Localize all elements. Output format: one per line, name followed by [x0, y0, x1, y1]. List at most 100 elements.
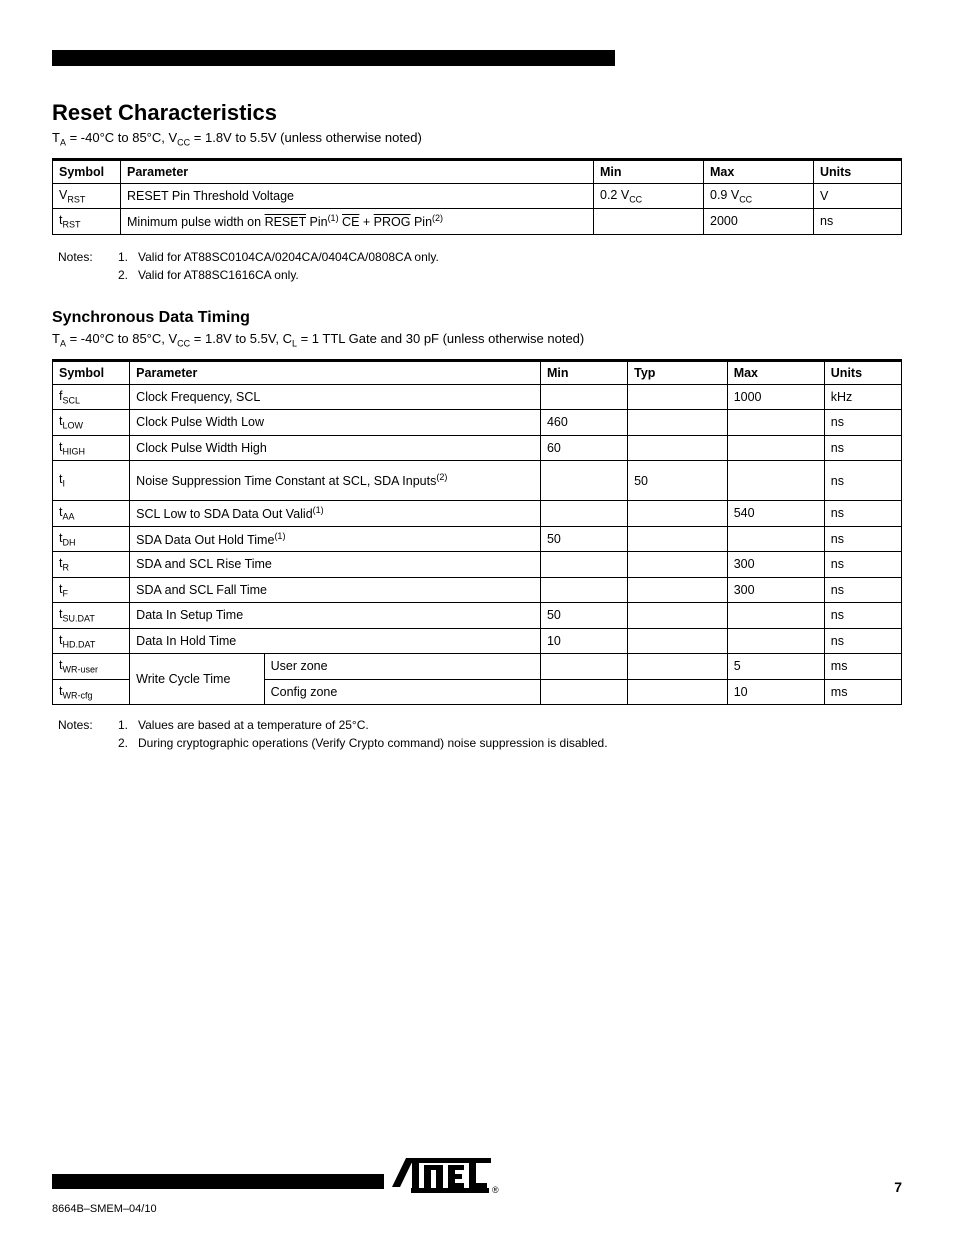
cell-min: [540, 384, 627, 410]
cell-unit: ns: [824, 461, 901, 501]
section-title: Reset Characteristics: [52, 100, 902, 126]
col-units: Units: [824, 360, 901, 384]
note-text: During cryptographic operations (Verify …: [138, 735, 902, 751]
table-header-row: Symbol Parameter Min Max Units: [53, 159, 902, 183]
cell-max: 0.9 VCC: [704, 183, 814, 209]
table2-notes: Notes:1.Values are based at a temperatur…: [52, 717, 902, 751]
col-symbol: Symbol: [53, 159, 121, 183]
cell-max: 1000: [727, 384, 824, 410]
cell-symbol: tWR-cfg: [53, 679, 130, 705]
table1-conditions: TA = -40°C to 85°C, VCC = 1.8V to 5.5V (…: [52, 130, 902, 148]
cell-max: 300: [727, 577, 824, 603]
cell-parameter: Minimum pulse width on RESET Pin(1) CE +…: [121, 209, 594, 235]
cell-parameter: Clock Pulse Width High: [130, 435, 541, 461]
cell-min: 460: [540, 410, 627, 436]
cell-parameter: Clock Pulse Width Low: [130, 410, 541, 436]
cell-min: 50: [540, 526, 627, 552]
table-row: VRSTRESET Pin Threshold Voltage0.2 VCC0.…: [53, 183, 902, 209]
cell-unit: kHz: [824, 384, 901, 410]
footer-rule: [52, 1174, 384, 1189]
cell-typ: [628, 526, 728, 552]
col-min: Min: [594, 159, 704, 183]
cell-min: [540, 461, 627, 501]
doc-reference: 8664B–SMEM–04/10: [52, 1203, 157, 1215]
cell-unit: ns: [824, 552, 901, 578]
notes-label: Notes:: [58, 249, 118, 265]
table-row: fSCLClock Frequency, SCL1000kHz: [53, 384, 902, 410]
cell-unit: ns: [824, 435, 901, 461]
cell-min: 50: [540, 603, 627, 629]
col-min: Min: [540, 360, 627, 384]
cell-symbol: tAA: [53, 501, 130, 527]
note-number: 1.: [118, 249, 138, 265]
cell-symbol: tRST: [53, 209, 121, 235]
cell-min: [594, 209, 704, 235]
atmel-logo: ®: [392, 1155, 512, 1195]
cell-max: 5: [727, 654, 824, 680]
table-row: tAASCL Low to SDA Data Out Valid(1)540ns: [53, 501, 902, 527]
col-units: Units: [814, 159, 902, 183]
cell-symbol: tLOW: [53, 410, 130, 436]
synchronous-timing-table: Symbol Parameter Min Typ Max Units fSCLC…: [52, 359, 902, 706]
cell-unit: ns: [814, 209, 902, 235]
cell-min: [540, 654, 627, 680]
cell-max: [727, 603, 824, 629]
cell-typ: 50: [628, 461, 728, 501]
cell-typ: [628, 384, 728, 410]
note-number: 2.: [118, 735, 138, 751]
table-header-row: Symbol Parameter Min Typ Max Units: [53, 360, 902, 384]
cell-unit: ns: [824, 577, 901, 603]
cell-min: 10: [540, 628, 627, 654]
table2-conditions: TA = -40°C to 85°C, VCC = 1.8V to 5.5V, …: [52, 331, 902, 349]
cell-max: [727, 628, 824, 654]
page-number: 7: [894, 1179, 902, 1195]
cell-max: [727, 526, 824, 552]
cell-typ: [628, 552, 728, 578]
reset-characteristics-table: Symbol Parameter Min Max Units VRSTRESET…: [52, 158, 902, 235]
cell-unit: ns: [824, 410, 901, 436]
note-row: 2.Valid for AT88SC1616CA only.: [58, 267, 902, 283]
table-row: tFSDA and SCL Fall Time 300ns: [53, 577, 902, 603]
cell-max: 540: [727, 501, 824, 527]
col-typ: Typ: [628, 360, 728, 384]
table-row: tHD.DATData In Hold Time10ns: [53, 628, 902, 654]
note-row: Notes:1.Valid for AT88SC0104CA/0204CA/04…: [58, 249, 902, 265]
cell-symbol: tWR-user: [53, 654, 130, 680]
cell-symbol: tHIGH: [53, 435, 130, 461]
col-parameter: Parameter: [130, 360, 541, 384]
cell-max: 2000: [704, 209, 814, 235]
page-footer: ® 7 8664B–SMEM–04/10: [52, 1153, 902, 1195]
cell-unit: ns: [824, 526, 901, 552]
col-max: Max: [704, 159, 814, 183]
cell-parameter: SDA and SCL Rise Time: [130, 552, 541, 578]
col-parameter: Parameter: [121, 159, 594, 183]
cell-symbol: tSU.DAT: [53, 603, 130, 629]
cell-typ: [628, 501, 728, 527]
cell-parameter: Write Cycle Time: [130, 654, 264, 705]
cell-symbol: VRST: [53, 183, 121, 209]
table-row: tSU.DATData In Setup Time50 ns: [53, 603, 902, 629]
cell-parameter: SDA and SCL Fall Time: [130, 577, 541, 603]
cell-typ: [628, 577, 728, 603]
table-row: tINoise Suppression Time Constant at SCL…: [53, 461, 902, 501]
note-text: Values are based at a temperature of 25°…: [138, 717, 902, 733]
cell-unit: ns: [824, 603, 901, 629]
cell-max: 10: [727, 679, 824, 705]
cell-parameter: Data In Setup Time: [130, 603, 541, 629]
note-number: 2.: [118, 267, 138, 283]
cell-symbol: tR: [53, 552, 130, 578]
cell-min: 0.2 VCC: [594, 183, 704, 209]
table-row: tWR-userWrite Cycle TimeUser zone5ms: [53, 654, 902, 680]
cell-symbol: tHD.DAT: [53, 628, 130, 654]
table1-notes: Notes:1.Valid for AT88SC0104CA/0204CA/04…: [52, 249, 902, 283]
cell-max: 300: [727, 552, 824, 578]
cell-symbol: tF: [53, 577, 130, 603]
cell-unit: ms: [824, 654, 901, 680]
cell-min: [540, 501, 627, 527]
cell-unit: ns: [824, 501, 901, 527]
notes-label: Notes:: [58, 717, 118, 733]
table-row: tRSDA and SCL Rise Time 300ns: [53, 552, 902, 578]
table-row: tDHSDA Data Out Hold Time(1)50ns: [53, 526, 902, 552]
cell-typ: [628, 410, 728, 436]
note-row: Notes:1.Values are based at a temperatur…: [58, 717, 902, 733]
